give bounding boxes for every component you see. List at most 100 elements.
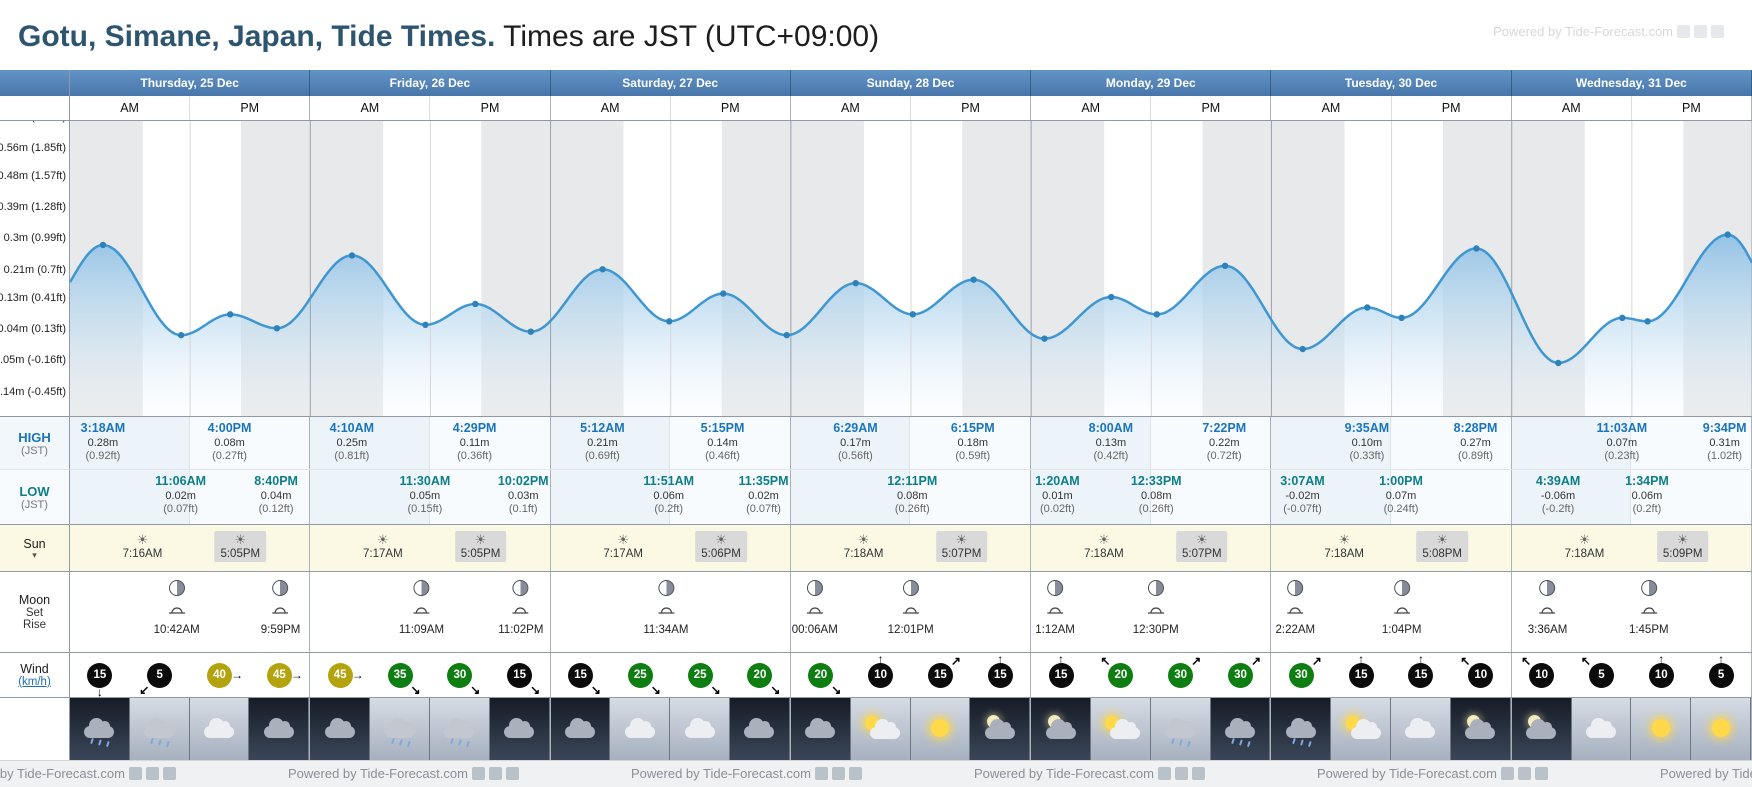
tide-time: 12:33PM	[1130, 474, 1182, 488]
tide-height-ft: (0.26ft)	[1138, 503, 1174, 516]
social-icon	[505, 767, 519, 780]
weather-icon-part	[1651, 719, 1670, 737]
weather-icon-partly	[1343, 714, 1381, 744]
weather-icon-part	[504, 718, 535, 738]
moon-set-label: Set	[25, 607, 44, 619]
wind-direction-arrow: ↗	[1311, 653, 1322, 668]
day-header-cell[interactable]: Friday, 26 Dec	[310, 70, 551, 96]
high-tide-entry: 7:22PM 0.22m (0.72ft)	[1202, 421, 1246, 464]
row-label-weather	[0, 698, 70, 760]
weather-tile	[249, 698, 310, 760]
moon-entry: 11:34AM	[643, 580, 689, 636]
wind-badge: 20 ↖	[1100, 655, 1134, 688]
social-icon	[1157, 767, 1171, 780]
day-header-cell[interactable]: Monday, 29 Dec	[1031, 70, 1272, 96]
day-header-cell[interactable]: Saturday, 27 Dec	[551, 70, 791, 96]
pm-shading	[429, 417, 550, 469]
moon-entry: 3:36AM	[1528, 580, 1567, 636]
wind-speed: 35	[393, 669, 407, 681]
tide-height-m: -0.02m	[1285, 489, 1320, 502]
tide-time: 9:35AM	[1344, 421, 1390, 435]
tide-extreme-dot	[422, 321, 429, 328]
moon-day-column: 11:09AM 11:02PM	[310, 572, 551, 652]
low-tide-entry: 8:40PM 0.04m (0.12ft)	[254, 474, 298, 517]
tide-height-ft: (0.92ft)	[85, 450, 121, 463]
tide-height-m: 0.25m	[336, 436, 368, 449]
weather-icon-partly	[862, 714, 901, 744]
wind-direction-arrow: ↘	[530, 682, 541, 697]
weather-tile	[1571, 698, 1632, 760]
sunset-icon	[1182, 533, 1222, 546]
wind-badge: 15 ↘	[567, 662, 601, 696]
weather-icon-part	[805, 718, 836, 738]
day-header-cell[interactable]: Wednesday, 31 Dec	[1512, 70, 1752, 96]
wind-day-column: 30 ↗ 15 ↑ 15 ↑ 10 ↖	[1271, 653, 1512, 697]
weather-icon-part	[263, 718, 294, 738]
tide-day-column: 4:39AM -0.06m (-0.2ft) 1:34PM 0.06m (0.2ft)	[1511, 470, 1752, 524]
weather-icon-cloud	[741, 714, 777, 744]
high-tide-entry: 9:35AM 0.10m (0.33ft)	[1345, 421, 1389, 464]
wind-badge: 10 ↖	[1521, 655, 1555, 688]
moon-entry: 11:09AM	[399, 580, 444, 636]
tide-height-m: 0.02m	[748, 489, 779, 502]
row-label-sun[interactable]: Sun ▾	[0, 525, 70, 572]
watermark: Powered by Tide-Forecast.com	[1660, 766, 1752, 781]
pm-shading	[1631, 417, 1751, 469]
y-axis: 0.65m (2.13ft) 0.56m (1.85ft) 0.48m (1.57f…	[0, 121, 70, 417]
wind-label: Wind	[20, 662, 49, 676]
pm-label: PM	[240, 101, 260, 115]
horizon-arc-icon	[1539, 607, 1556, 614]
moon-phase-icon	[512, 580, 529, 596]
tide-curve-chart	[70, 121, 1752, 417]
sun-day-column: 7:18AM 5:09PM	[1512, 525, 1752, 571]
moon-phase-icon	[806, 580, 823, 596]
moon-entry: 2:22AM	[1275, 580, 1316, 636]
tide-time: 11:06AM	[155, 474, 207, 488]
tide-height-m: 0.17m	[840, 436, 871, 449]
days-area: Thursday, 25 Dec Friday, 26 Dec Saturday, …	[70, 70, 1752, 760]
tide-height-m: 0.10m	[1351, 436, 1383, 449]
tide-time: 4:00PM	[207, 421, 252, 435]
moon-time: 2:22AM	[1275, 624, 1316, 636]
tide-height-ft: (0.2ft)	[1632, 503, 1662, 516]
weather-day-column	[790, 698, 1032, 760]
moon-phase-icon	[168, 580, 185, 596]
weather-icon-sun	[1703, 714, 1739, 744]
sunset-entry: 5:07PM	[935, 531, 988, 562]
tide-day-column: 11:06AM 0.02m (0.07ft) 8:40PM 0.04m (0.12ft)	[70, 470, 311, 524]
sunrise-entry: 7:16AM	[117, 531, 169, 562]
tide-extreme-dot	[273, 325, 281, 332]
weather-icon-part	[150, 737, 155, 745]
wind-badge: 10 ↑	[1648, 653, 1674, 688]
tide-height-ft: (0.23ft)	[1604, 450, 1640, 463]
weather-icon-cloud	[1583, 714, 1619, 744]
horizon-arc-icon	[1047, 607, 1064, 614]
tide-time: 10:02PM	[497, 474, 549, 488]
day-header-cell[interactable]: Thursday, 25 Dec	[70, 70, 311, 96]
sunrise-time: 7:16AM	[122, 548, 163, 560]
wind-badge: 15 ↘	[507, 662, 540, 696]
tide-extreme-dot	[1644, 318, 1651, 325]
wind-day-column: 15 ↑ 20 ↖ 30 ↗ 30 ↗	[1031, 653, 1272, 697]
day-header-cell[interactable]: Tuesday, 30 Dec	[1271, 70, 1512, 96]
wind-speed: 15	[574, 669, 587, 681]
row-label-wind: Wind (km/h)	[0, 653, 70, 698]
arc	[274, 607, 287, 614]
wind-slot: 15 ↑	[1031, 653, 1091, 697]
wind-speed: 45	[333, 669, 347, 681]
wind-speed: 10	[1654, 669, 1668, 681]
tide-height-m: 0.27m	[1460, 436, 1491, 449]
moon-phase-icon	[1393, 580, 1410, 596]
sunset-entry: 5:07PM	[1175, 531, 1228, 562]
sunrise-time: 7:18AM	[1324, 548, 1365, 560]
weather-tile	[370, 698, 430, 760]
tide-time: 4:10AM	[329, 421, 375, 435]
ampm-pair: AM PM	[791, 96, 1032, 120]
social-icon	[1534, 767, 1548, 780]
sun-label: Sun	[23, 536, 46, 551]
wind-units-link[interactable]: (km/h)	[18, 676, 51, 688]
wind-direction-arrow: ↓	[96, 684, 103, 699]
day-header-cell[interactable]: Sunday, 28 Dec	[791, 70, 1032, 96]
am-shading	[310, 470, 430, 524]
sunrise-entry: 7:18AM	[1078, 531, 1130, 562]
